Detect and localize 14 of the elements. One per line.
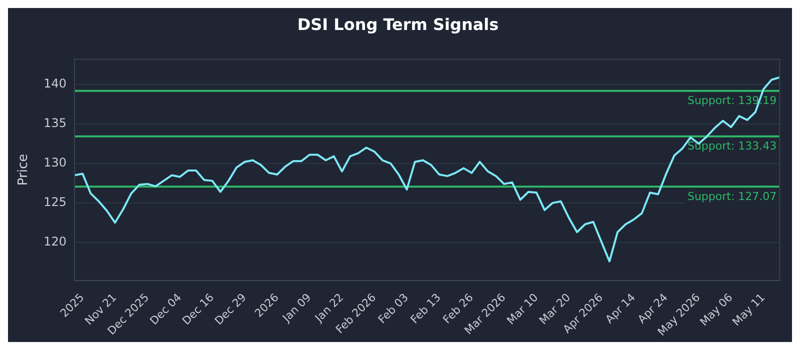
- ref-line-label: Support: 133.43: [687, 140, 777, 153]
- y-tick-label: 140: [44, 76, 67, 91]
- y-tick-label: 130: [44, 156, 67, 170]
- y-axis-title: Price: [16, 154, 32, 186]
- x-tick-label: Feb 13: [408, 290, 444, 326]
- chart-title: DSI Long Term Signals: [297, 14, 499, 34]
- x-tick-label: Jan 09: [279, 290, 314, 326]
- ref-line-label: Support: 127.07: [687, 190, 777, 203]
- x-tick-label: Apr 14: [602, 290, 638, 326]
- x-tick-label: Feb 03: [376, 290, 411, 326]
- y-tick-label: 125: [44, 195, 67, 210]
- x-tick-label: Dec 29: [212, 290, 249, 328]
- y-tick-label: 120: [44, 234, 67, 249]
- y-tick-label: 135: [44, 116, 67, 130]
